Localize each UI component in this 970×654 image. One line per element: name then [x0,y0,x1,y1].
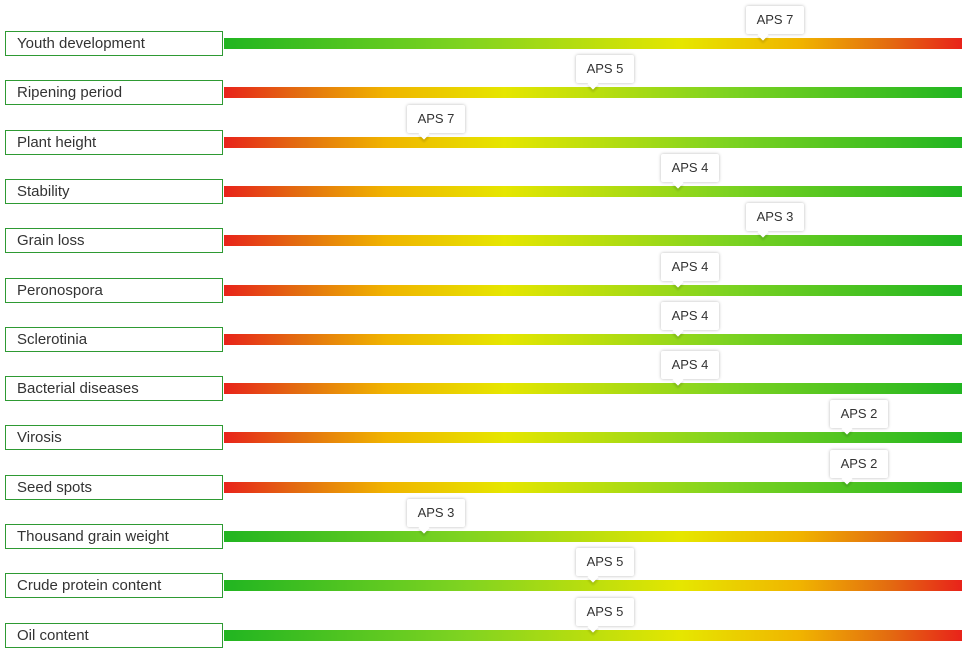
aps-tooltip: APS 7 [407,105,465,133]
aps-tooltip: APS 4 [661,351,719,379]
aps-tooltip: APS 2 [830,450,888,478]
aps-tooltip: APS 5 [576,548,634,576]
rating-bar [224,38,962,49]
aps-tooltip: APS 4 [661,302,719,330]
rating-bar [224,481,962,493]
rating-bar [224,580,962,592]
trait-label: Peronospora [5,277,223,303]
trait-label: Stability [5,178,223,204]
trait-label: Youth development [5,31,223,56]
aps-tooltip: APS 3 [746,203,804,231]
rating-bar [224,383,962,395]
rating-bar [224,531,962,542]
trait-label: Virosis [5,425,223,451]
rating-bar [224,235,962,247]
aps-tooltip: APS 4 [661,154,719,182]
aps-tooltip: APS 7 [746,6,804,34]
aps-tooltip: APS 4 [661,253,719,281]
rating-bar [224,333,962,345]
aps-tooltip: APS 2 [830,400,888,428]
trait-label: Thousand grain weight [5,524,223,549]
trait-label: Ripening period [5,80,223,106]
trait-label: Plant height [5,129,223,155]
rating-bar [224,629,962,641]
aps-tooltip: APS 5 [576,55,634,83]
trait-label: Grain loss [5,228,223,254]
rating-bar [224,284,962,296]
trait-label: Seed spots [5,474,223,500]
trait-label: Oil content [5,622,223,648]
trait-label: Bacterial diseases [5,376,223,402]
aps-tooltip: APS 3 [407,499,465,527]
rating-bar [224,87,962,99]
trait-label: Crude protein content [5,573,223,599]
rating-bar [224,136,962,148]
rating-bar [224,432,962,444]
trait-label: Sclerotinia [5,326,223,352]
aps-tooltip: APS 5 [576,598,634,626]
rating-bar [224,185,962,197]
